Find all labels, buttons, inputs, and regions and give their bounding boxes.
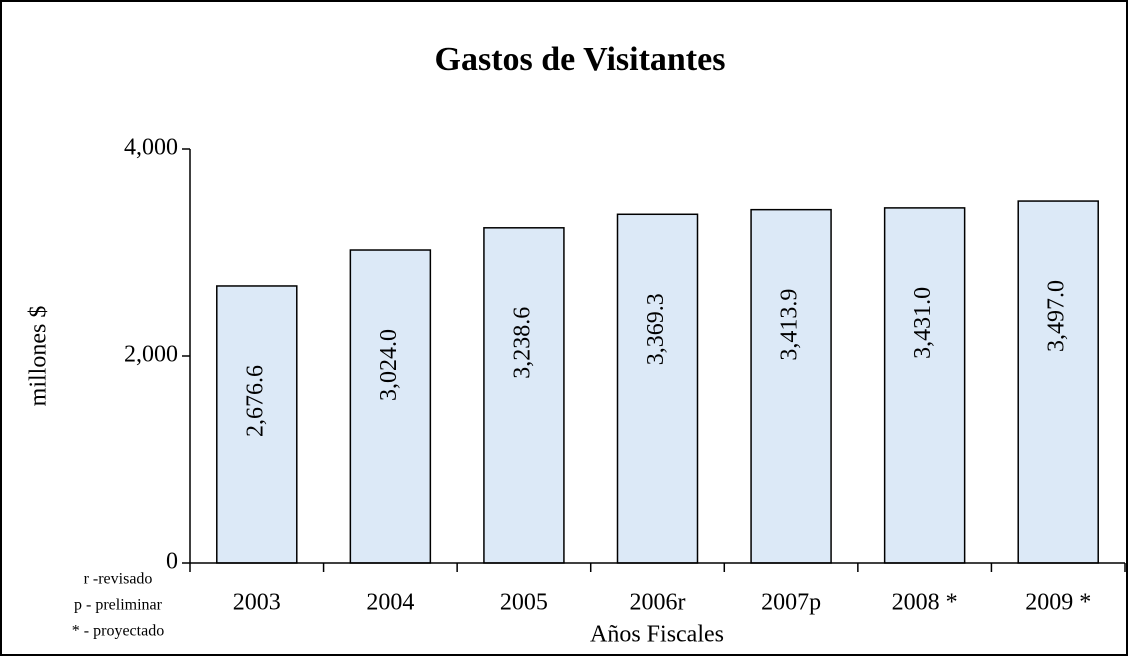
bar [1017,200,1099,564]
note: * - proyectado [72,623,164,640]
x-tick-label: 2007p [761,590,821,616]
bar [216,285,298,564]
x-tick-label: 2004 [366,590,414,616]
bar [750,208,832,564]
value-label: 3,024.0 [376,329,402,401]
value-label: 3,369.3 [643,293,669,365]
y-tick-label: 2,000 [124,342,178,368]
value-label: 3,413.9 [777,289,803,361]
y-tick-label: 0 [166,549,178,575]
x-tick-label: 2006r [630,590,686,616]
y-axis-label: millones $ [26,306,52,407]
x-tick-label: 2005 [500,590,548,616]
x-tick-label: 2009 * [1025,590,1091,616]
value-label: 3,497.0 [1044,280,1070,352]
bar [349,249,432,564]
x-tick-label: 2008 * [892,590,958,616]
value-label: 3,238.6 [509,307,535,379]
x-axis-label: Años Fiscales [590,622,724,648]
bar [483,227,565,564]
y-tick-label: 4,000 [124,135,178,161]
bar [616,213,699,564]
value-label: 2,676.6 [242,365,268,437]
value-label: 3,431.0 [910,287,936,359]
chart-title: Gastos de Visitantes [435,41,726,78]
note: p - preliminar [74,597,163,614]
x-tick-label: 2003 [233,590,281,616]
bar [883,207,966,564]
note: r -revisado [84,571,153,588]
